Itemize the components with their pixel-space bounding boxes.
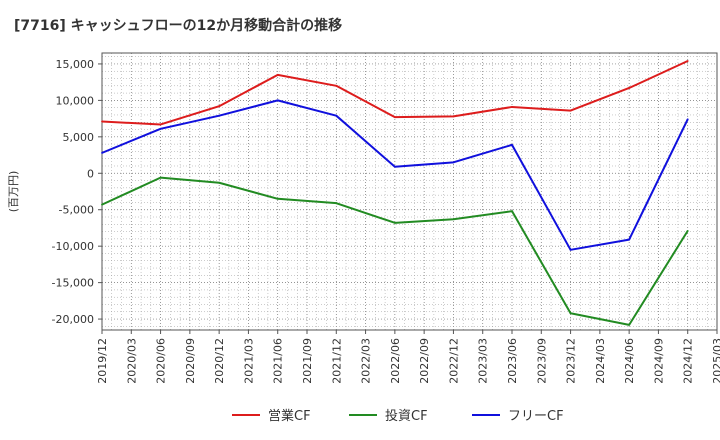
- x-tick-label: 2019/12: [96, 338, 109, 384]
- data-point-2: [511, 143, 513, 146]
- data-point-2: [686, 118, 689, 121]
- plot-frame: [101, 52, 718, 331]
- data-point-2: [159, 127, 162, 130]
- data-point-2: [218, 114, 221, 117]
- data-point-0: [628, 87, 631, 89]
- x-tick-label: 2022/09: [418, 338, 431, 384]
- data-point-1: [686, 229, 689, 232]
- data-point-0: [335, 84, 338, 87]
- data-point-2: [569, 248, 572, 251]
- data-point-2: [335, 114, 338, 117]
- series-lines: [101, 60, 689, 326]
- data-point-1: [511, 210, 513, 213]
- x-tick-label: 2021/12: [330, 338, 343, 384]
- data-point-1: [569, 312, 572, 315]
- data-point-0: [218, 105, 221, 108]
- data-point-2: [393, 165, 396, 168]
- y-tick-label: -15,000: [52, 277, 94, 290]
- y-tick-label: 10,000: [56, 94, 95, 107]
- y-axis-ticks: 15,000 10,000 5,000 0 -5,000 -10,000 -15,000 -2…: [52, 58, 102, 326]
- x-tick-label: 2024/03: [594, 338, 607, 384]
- data-point-1: [335, 202, 338, 205]
- data-point-0: [452, 115, 455, 118]
- data-point-0: [159, 123, 162, 126]
- x-tick-label: 2022/12: [447, 338, 460, 384]
- x-tick-label: 2024/09: [652, 338, 665, 384]
- data-point-1: [218, 181, 221, 184]
- data-point-1: [393, 221, 396, 224]
- data-point-0: [276, 73, 279, 76]
- legend: 営業CF 投資CF フリーCF: [232, 408, 564, 424]
- legend-label-0: 営業CF: [268, 408, 311, 424]
- y-tick-label: -10,000: [52, 240, 94, 253]
- x-tick-label: 2021/09: [301, 338, 314, 384]
- grid: [102, 53, 717, 330]
- data-point-2: [628, 238, 631, 241]
- x-tick-label: 2020/09: [184, 338, 197, 384]
- y-axis-title: (百万円): [7, 171, 20, 213]
- x-tick-label: 2023/12: [565, 338, 578, 384]
- y-tick-label: 5,000: [63, 131, 95, 144]
- data-point-0: [101, 120, 103, 123]
- x-tick-label: 2021/03: [242, 338, 255, 384]
- x-tick-label: 2020/03: [125, 338, 138, 384]
- x-axis-ticks: 2019/12 2020/03 2020/06 2020/09 2020/12 2021/…: [96, 330, 720, 384]
- data-point-0: [686, 60, 689, 62]
- data-point-0: [511, 106, 513, 108]
- x-tick-label: 2025/03: [711, 338, 720, 384]
- x-tick-label: 2024/12: [682, 338, 695, 384]
- y-tick-label: -20,000: [52, 313, 94, 326]
- x-tick-label: 2022/03: [360, 338, 373, 384]
- y-tick-label: 15,000: [56, 58, 95, 71]
- data-point-2: [276, 99, 279, 102]
- x-tick-label: 2020/12: [213, 338, 226, 384]
- x-tick-label: 2023/09: [535, 338, 548, 384]
- x-tick-label: 2023/03: [477, 338, 490, 384]
- data-point-1: [101, 203, 103, 206]
- legend-label-2: フリーCF: [508, 409, 564, 424]
- x-tick-label: 2023/06: [506, 338, 519, 384]
- data-point-1: [159, 176, 162, 179]
- data-point-1: [452, 218, 455, 221]
- y-tick-label: 0: [87, 167, 94, 180]
- legend-label-1: 投資CF: [385, 408, 428, 424]
- data-point-2: [101, 151, 103, 154]
- x-tick-label: 2020/06: [155, 338, 168, 384]
- x-tick-label: 2021/06: [272, 338, 285, 384]
- x-tick-label: 2022/06: [389, 338, 402, 384]
- data-point-2: [452, 161, 455, 164]
- x-tick-label: 2024/06: [623, 338, 636, 384]
- chart-title: [7716] キャッシュフローの12か月移動合計の推移: [14, 17, 342, 34]
- data-point-0: [569, 109, 572, 112]
- data-point-1: [628, 323, 631, 326]
- data-point-1: [276, 197, 279, 200]
- data-point-0: [393, 116, 396, 119]
- y-tick-label: -5,000: [59, 204, 94, 217]
